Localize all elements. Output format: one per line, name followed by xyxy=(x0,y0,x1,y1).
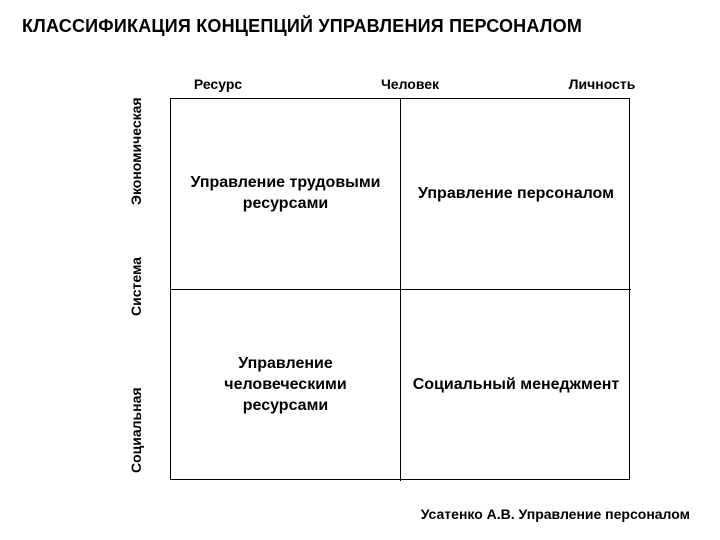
column-headers: Ресурс Человек Личность xyxy=(170,70,650,98)
row-header-system: Система xyxy=(128,257,144,316)
cell-bottom-left: Управление человеческими ресурсами xyxy=(171,290,401,481)
row-headers: Экономическая Система Социальная xyxy=(110,98,170,480)
matrix-figure: Ресурс Человек Личность Экономическая Си… xyxy=(110,70,650,480)
col-header-personality: Личность xyxy=(569,70,636,98)
cell-top-right: Управление персоналом xyxy=(401,99,631,290)
col-header-human: Человек xyxy=(381,70,439,98)
col-header-resource: Ресурс xyxy=(194,70,242,98)
matrix-grid: Управление трудовыми ресурсами Управлени… xyxy=(170,98,630,480)
row-header-economic: Экономическая xyxy=(128,98,144,206)
page-title: КЛАССИФИКАЦИЯ КОНЦЕПЦИЙ УПРАВЛЕНИЯ ПЕРСО… xyxy=(22,16,698,37)
cell-top-left: Управление трудовыми ресурсами xyxy=(171,99,401,290)
cell-bottom-right: Социальный менеджмент xyxy=(401,290,631,481)
footer-credit: Усатенко А.В. Управление персоналом xyxy=(421,506,690,522)
row-header-social: Социальная xyxy=(128,387,144,473)
